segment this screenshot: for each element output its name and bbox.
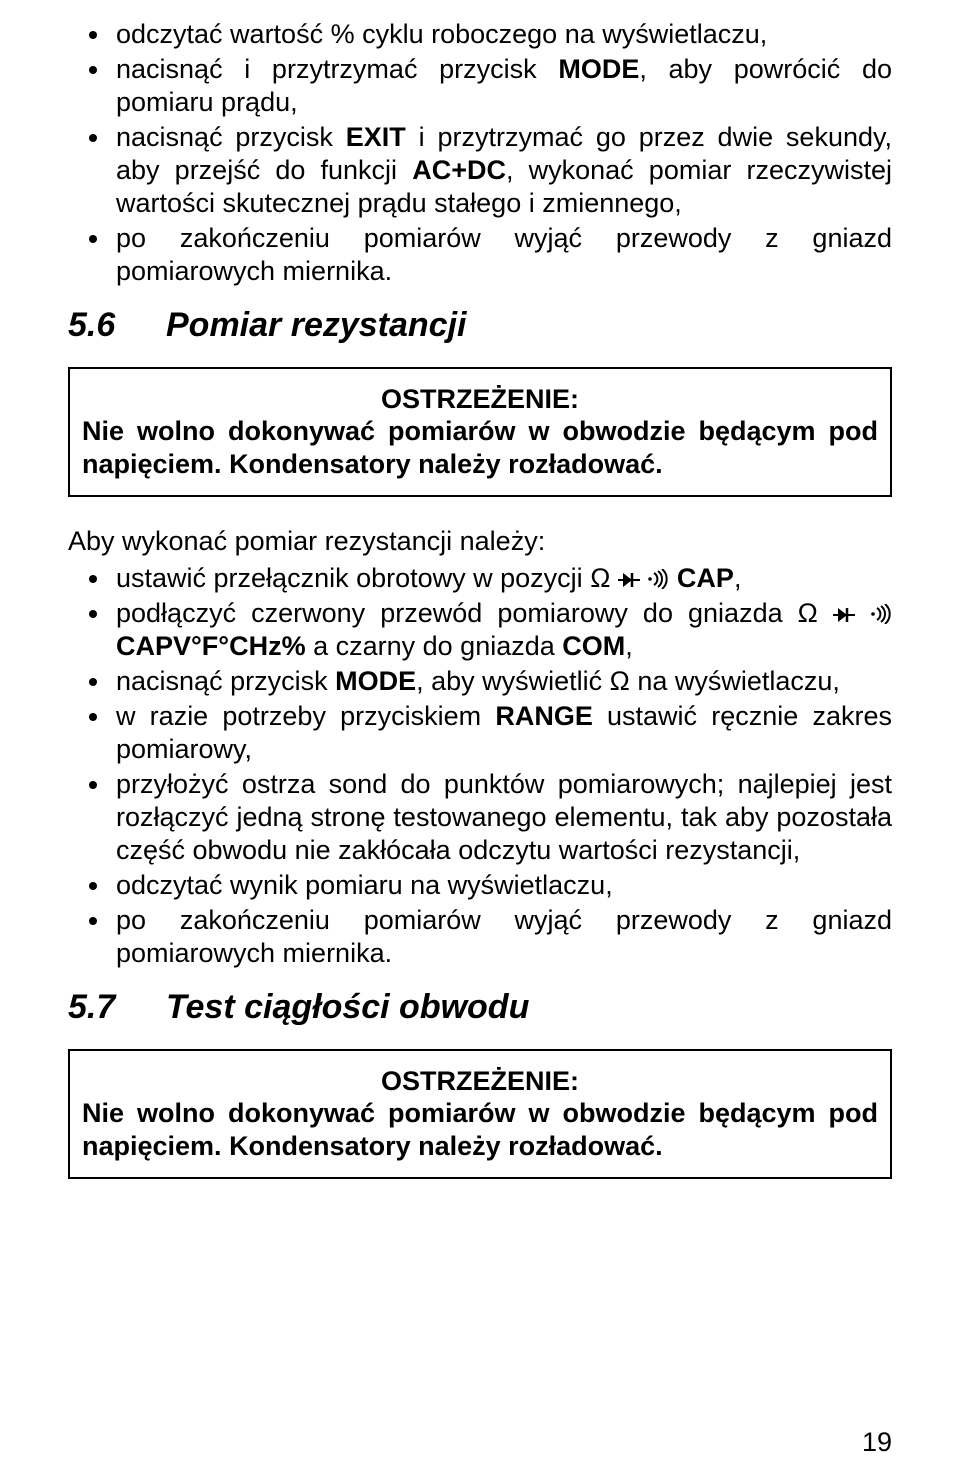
- section-heading-5-7: 5.7Test ciągłości obwodu: [68, 988, 892, 1027]
- warning-body: Nie wolno dokonywać pomiarów w obwodzie …: [82, 416, 878, 479]
- list-item: w razie potrzeby przyciskiem RANGE ustaw…: [112, 700, 892, 766]
- heading-title: Pomiar rezystancji: [166, 306, 466, 344]
- section-heading-5-6: 5.6Pomiar rezystancji: [68, 306, 892, 345]
- list-item: nacisnąć i przytrzymać przycisk MODE, ab…: [112, 53, 892, 119]
- intro-text: Aby wykonać pomiar rezystancji należy:: [68, 525, 892, 558]
- warning-box-2: OSTRZEŻENIE: Nie wolno dokonywać pomiaró…: [68, 1049, 892, 1180]
- page-number: 19: [862, 1427, 892, 1458]
- list-item: odczytać wartość % cyklu roboczego na wy…: [112, 18, 892, 51]
- warning-label: OSTRZEŻENIE:: [82, 1065, 878, 1098]
- heading-title: Test ciągłości obwodu: [166, 988, 529, 1026]
- warning-label: OSTRZEŻENIE:: [82, 383, 878, 416]
- bullet-list-top: odczytać wartość % cyklu roboczego na wy…: [68, 18, 892, 288]
- list-item: po zakończeniu pomiarów wyjąć przewody z…: [112, 222, 892, 288]
- list-item: odczytać wynik pomiaru na wyświetlaczu,: [112, 869, 892, 902]
- warning-body: Nie wolno dokonywać pomiarów w obwodzie …: [82, 1098, 878, 1161]
- list-item: nacisnąć przycisk MODE, aby wyświetlić Ω…: [112, 665, 892, 698]
- heading-number: 5.6: [68, 306, 166, 345]
- list-item: podłączyć czerwony przewód pomiarowy do …: [112, 597, 892, 663]
- heading-number: 5.7: [68, 988, 166, 1027]
- list-item: ustawić przełącznik obrotowy w pozycji Ω…: [112, 562, 892, 595]
- warning-box-1: OSTRZEŻENIE: Nie wolno dokonywać pomiaró…: [68, 367, 892, 498]
- list-item: przyłożyć ostrza sond do punktów pomiaro…: [112, 768, 892, 867]
- bullet-list-mid: ustawić przełącznik obrotowy w pozycji Ω…: [68, 562, 892, 969]
- document-page: odczytać wartość % cyklu roboczego na wy…: [0, 0, 960, 1482]
- list-item: nacisnąć przycisk EXIT i przytrzymać go …: [112, 121, 892, 220]
- list-item: po zakończeniu pomiarów wyjąć przewody z…: [112, 904, 892, 970]
